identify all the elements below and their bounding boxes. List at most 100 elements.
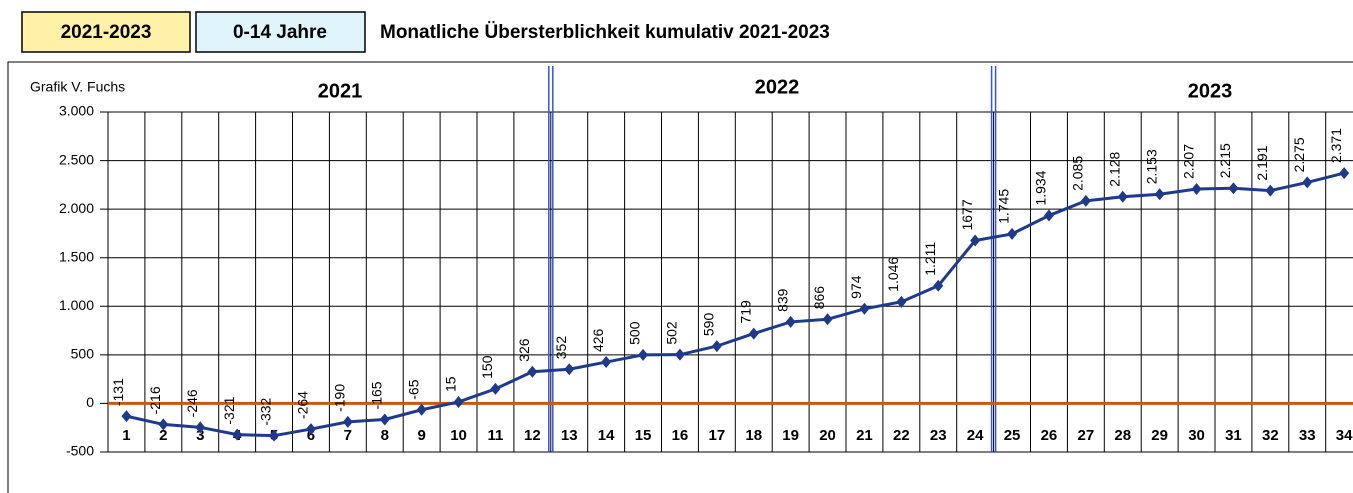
x-tick-label: 18 [745, 427, 762, 444]
value-label: 719 [737, 300, 753, 324]
x-tick-label: 24 [967, 427, 984, 444]
value-label: 1.934 [1033, 170, 1049, 205]
marker [1154, 188, 1165, 201]
value-label: 1.745 [996, 189, 1012, 224]
marker [822, 313, 833, 326]
header-box [21, 11, 191, 53]
marker [342, 415, 353, 428]
x-tick-label: 32 [1262, 427, 1279, 444]
marker [970, 234, 981, 247]
marker [195, 421, 206, 434]
chart-frame [7, 61, 1353, 493]
x-tick-label: 30 [1188, 427, 1205, 444]
x-tick-label: 7 [344, 427, 352, 444]
y-tick-label: 1.000 [59, 297, 94, 313]
y-tick-label: 1.500 [59, 248, 94, 264]
x-tick-label: 28 [1114, 427, 1131, 444]
value-label: 15 [442, 376, 458, 392]
series-line [126, 171, 1345, 438]
year-label: 2021 [318, 80, 363, 102]
value-label: 2.153 [1143, 149, 1159, 184]
year-label: 2022 [755, 76, 800, 98]
x-tick-label: 33 [1299, 427, 1316, 444]
value-label: -216 [147, 386, 163, 414]
marker [490, 382, 501, 395]
x-tick-label: 2 [159, 427, 167, 444]
value-label: 2.191 [1254, 145, 1270, 180]
marker [527, 365, 538, 378]
value-label: 974 [848, 275, 864, 299]
y-tick-label: 0 [86, 394, 94, 410]
x-tick-label: 17 [709, 427, 726, 444]
x-tick-label: 11 [488, 427, 504, 444]
value-label: 2.085 [1070, 156, 1086, 191]
x-tick-label: 16 [672, 427, 689, 444]
x-tick-label: 6 [307, 427, 315, 444]
value-label: -165 [368, 381, 384, 409]
x-tick-label: 14 [598, 427, 615, 444]
chart-title: Monatliche Übersterblichkeit kumulativ 2… [380, 22, 830, 43]
value-label: 2.371 [1328, 128, 1344, 163]
marker [933, 279, 944, 292]
marker [379, 413, 390, 426]
marker [1080, 194, 1091, 207]
header-label: 2021-2023 [61, 22, 152, 43]
x-tick-label: 26 [1041, 427, 1058, 444]
x-tick-label: 9 [417, 427, 425, 444]
value-label: 352 [553, 336, 569, 360]
marker [896, 295, 907, 308]
x-tick-label: 1 [122, 427, 130, 444]
y-tick-label: 2.500 [59, 151, 94, 167]
x-tick-label: 23 [930, 427, 947, 444]
y-tick-label: -500 [66, 443, 94, 459]
marker [453, 395, 464, 408]
value-label: -246 [184, 389, 200, 417]
x-tick-label: 31 [1225, 427, 1242, 444]
x-tick-label: 22 [893, 427, 910, 444]
value-label: -332 [258, 397, 274, 425]
x-tick-label: 29 [1151, 427, 1168, 444]
marker [1191, 183, 1202, 196]
value-label: 502 [664, 321, 680, 345]
value-label: 2.207 [1180, 144, 1196, 179]
value-label: -321 [221, 396, 237, 424]
value-label: 839 [774, 288, 790, 312]
marker [711, 340, 722, 353]
marker [1228, 182, 1239, 195]
value-label: 2.215 [1217, 143, 1233, 178]
header-box [195, 11, 366, 53]
x-tick-label: 3 [196, 427, 204, 444]
value-label: 326 [516, 338, 532, 362]
value-label: 150 [479, 355, 495, 379]
y-tick-label: 500 [71, 346, 95, 362]
marker [859, 302, 870, 315]
marker [305, 423, 316, 436]
value-label: -65 [405, 379, 421, 399]
marker [1302, 176, 1313, 189]
source-label: Grafik V. Fuchs [30, 79, 125, 95]
value-label: -131 [110, 378, 126, 406]
x-tick-label: 19 [782, 427, 799, 444]
x-tick-label: 12 [524, 427, 541, 444]
x-tick-label: 34 [1336, 427, 1353, 444]
marker [1339, 167, 1350, 180]
x-tick-label: 27 [1078, 427, 1095, 444]
marker [638, 348, 649, 361]
marker [748, 327, 759, 340]
value-label: 1.046 [885, 257, 901, 292]
marker [1043, 209, 1054, 222]
y-tick-label: 3.000 [59, 103, 94, 119]
marker [674, 348, 685, 361]
marker [601, 356, 612, 369]
marker [785, 315, 796, 328]
x-tick-label: 10 [450, 427, 467, 444]
marker [1117, 190, 1128, 203]
value-label: 1677 [959, 199, 975, 230]
marker [1007, 227, 1018, 240]
marker [1265, 184, 1276, 197]
marker [564, 363, 575, 376]
x-tick-label: 20 [819, 427, 836, 444]
marker [416, 403, 427, 416]
marker [269, 429, 280, 442]
